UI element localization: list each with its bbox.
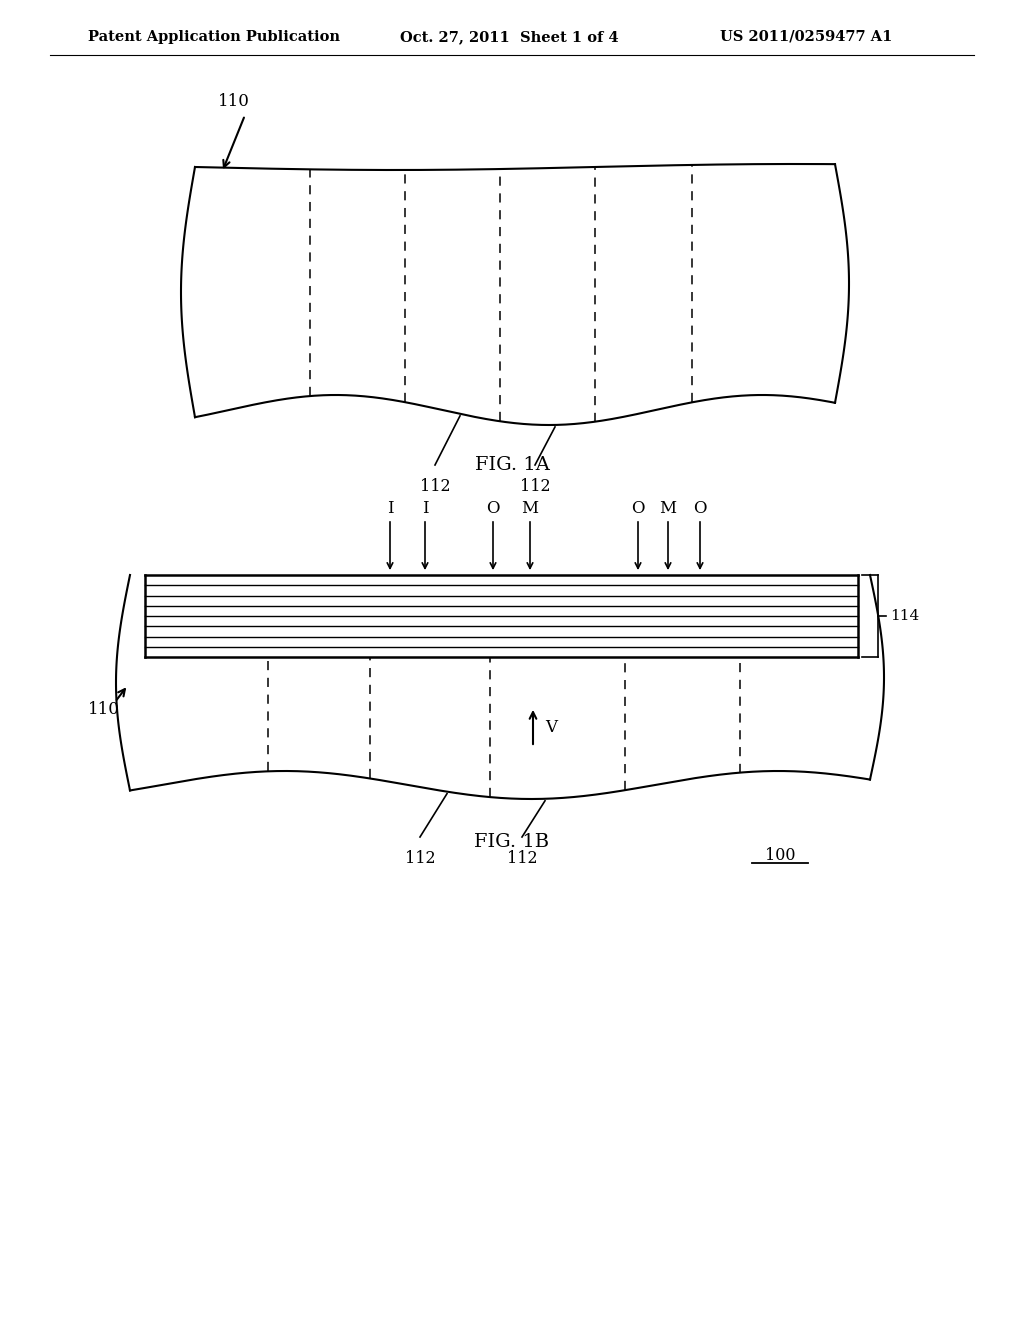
Text: V: V [545, 718, 557, 735]
Text: FIG. 1A: FIG. 1A [474, 455, 550, 474]
Text: FIG. 1B: FIG. 1B [474, 833, 550, 851]
Text: Patent Application Publication: Patent Application Publication [88, 30, 340, 44]
Text: I: I [387, 500, 393, 517]
Text: O: O [693, 500, 707, 517]
Text: 112: 112 [520, 478, 550, 495]
Text: Oct. 27, 2011  Sheet 1 of 4: Oct. 27, 2011 Sheet 1 of 4 [400, 30, 618, 44]
Text: 110: 110 [218, 94, 250, 111]
Text: M: M [521, 500, 539, 517]
Text: 112: 112 [420, 478, 451, 495]
Text: M: M [659, 500, 677, 517]
Text: 112: 112 [404, 850, 435, 867]
Text: I: I [422, 500, 428, 517]
Text: 112: 112 [507, 850, 538, 867]
Text: O: O [486, 500, 500, 517]
Text: US 2011/0259477 A1: US 2011/0259477 A1 [720, 30, 892, 44]
Text: 114: 114 [890, 609, 920, 623]
Text: 110: 110 [88, 701, 120, 718]
Text: O: O [631, 500, 645, 517]
Text: 100: 100 [765, 847, 796, 865]
